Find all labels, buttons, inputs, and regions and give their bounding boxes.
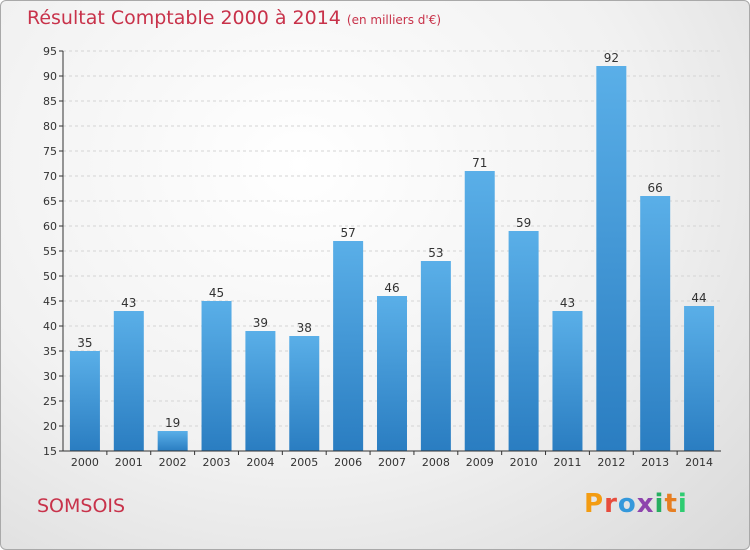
- y-tick-label: 70: [43, 170, 57, 183]
- bar-2007: [377, 296, 407, 451]
- x-tick-label: 2013: [641, 456, 669, 469]
- y-tick-label: 65: [43, 195, 57, 208]
- x-tick-label: 2008: [422, 456, 450, 469]
- data-label-2008: 53: [428, 246, 443, 260]
- x-tick-label: 2002: [159, 456, 187, 469]
- x-tick-label: 2012: [597, 456, 625, 469]
- bar-2006: [333, 241, 364, 451]
- x-tick-label: 2005: [290, 456, 318, 469]
- bar-2012: [596, 66, 627, 451]
- bar-2001: [113, 311, 144, 451]
- data-label-2003: 45: [209, 286, 224, 300]
- data-label-2010: 59: [516, 216, 531, 230]
- bar-2011: [552, 311, 583, 451]
- y-tick-label: 40: [43, 320, 57, 333]
- y-tick-label: 95: [43, 45, 57, 58]
- y-tick-label: 60: [43, 220, 57, 233]
- bar-2000: [69, 351, 100, 451]
- bar-2014: [684, 306, 715, 451]
- chart-title: Résultat Comptable 2000 à 2014 (en millie…: [27, 7, 442, 29]
- bar-2005: [289, 336, 320, 451]
- data-label-2000: 35: [77, 336, 92, 350]
- x-tick-label: 2010: [510, 456, 538, 469]
- y-tick-label: 35: [43, 345, 57, 358]
- data-label-2002: 19: [165, 416, 180, 430]
- axes: 15 20 25 30 35 40 45 50 55 60 65 70 75 80 85 90 95 2000 20…: [43, 45, 721, 469]
- data-label-2004: 39: [253, 316, 268, 330]
- bars: 35 43 19 45 39 38 57 46 53 71 59 43 92 66 44: [69, 51, 715, 451]
- data-label-2011: 43: [560, 296, 575, 310]
- y-tick-label: 15: [43, 445, 57, 458]
- x-tick-label: 2006: [334, 456, 362, 469]
- y-tick-label: 85: [43, 95, 57, 108]
- data-label-2001: 43: [121, 296, 136, 310]
- x-tick-label: 2000: [71, 456, 99, 469]
- bar-2010: [508, 231, 539, 451]
- bar-2004: [245, 331, 276, 451]
- bar-2009: [464, 171, 495, 451]
- x-tick-label: 2004: [246, 456, 274, 469]
- x-tick-label: 2011: [553, 456, 581, 469]
- y-tick-label: 90: [43, 70, 57, 83]
- y-tick-label: 20: [43, 420, 57, 433]
- x-tick-label: 2007: [378, 456, 406, 469]
- bar-2013: [640, 196, 671, 451]
- bar-2008: [420, 261, 451, 451]
- y-tick-label: 55: [43, 245, 57, 258]
- x-tick-label: 2009: [466, 456, 494, 469]
- data-label-2012: 92: [604, 51, 619, 65]
- commune-name: SOMSOIS: [37, 495, 126, 517]
- data-label-2009: 71: [472, 156, 487, 170]
- data-label-2006: 57: [340, 226, 355, 240]
- chart-subtitle: (en milliers d'€): [346, 13, 442, 27]
- y-tick-label: 45: [43, 295, 57, 308]
- data-label-2007: 46: [384, 281, 399, 295]
- data-label-2013: 66: [648, 181, 663, 195]
- data-label-2005: 38: [297, 321, 312, 335]
- y-tick-label: 30: [43, 370, 57, 383]
- bar-2003: [201, 301, 232, 451]
- x-tick-label: 2014: [685, 456, 713, 469]
- bar-2002: [157, 431, 188, 451]
- x-tick-label: 2001: [115, 456, 143, 469]
- y-tick-label: 50: [43, 270, 57, 283]
- data-label-2014: 44: [691, 291, 706, 305]
- y-tick-label: 25: [43, 395, 57, 408]
- y-tick-label: 80: [43, 120, 57, 133]
- y-tick-label: 75: [43, 145, 57, 158]
- proxiti-logo: Proxiti: [584, 489, 688, 519]
- x-tick-label: 2003: [203, 456, 231, 469]
